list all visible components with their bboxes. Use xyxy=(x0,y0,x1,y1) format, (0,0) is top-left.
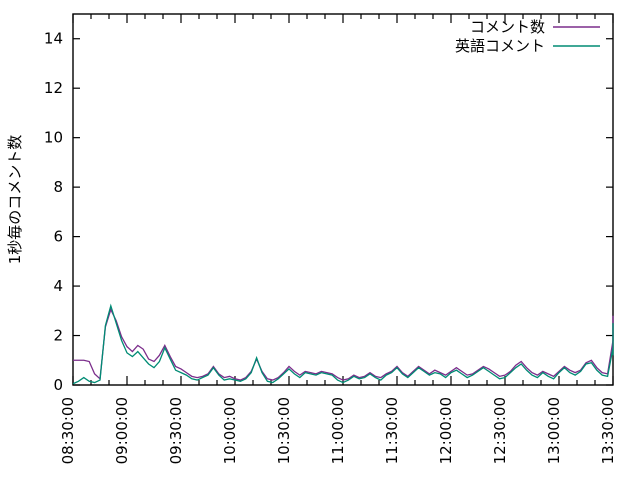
y-tick-label: 8 xyxy=(53,178,63,196)
x-tick-label: 11:30:00 xyxy=(383,397,401,464)
y-tick-label: 0 xyxy=(53,376,63,394)
x-tick-label: 10:30:00 xyxy=(275,397,293,464)
x-tick-label: 08:30:00 xyxy=(59,397,77,464)
y-tick-label: 10 xyxy=(44,129,63,147)
x-tick-label: 12:00:00 xyxy=(437,397,455,464)
y-tick-label: 12 xyxy=(44,79,63,97)
legend-label-1: コメント数 xyxy=(470,18,545,36)
x-tick-label: 09:30:00 xyxy=(167,397,185,464)
series-line-1 xyxy=(73,307,614,381)
y-tick-label: 2 xyxy=(53,327,63,345)
series-line-2 xyxy=(72,303,614,385)
x-tick-label: 12:30:00 xyxy=(491,397,509,464)
x-tick-label: 10:00:00 xyxy=(221,397,239,464)
x-tick-label: 13:30:00 xyxy=(599,397,617,464)
y-tick-label: 14 xyxy=(44,30,63,48)
x-tick-label: 11:00:00 xyxy=(329,397,347,464)
y-tick-label: 6 xyxy=(53,228,63,246)
x-tick-label: 13:00:00 xyxy=(545,397,563,464)
y-tick-label: 4 xyxy=(53,277,63,295)
y-axis-title: 1秒毎のコメント数 xyxy=(6,135,24,265)
x-tick-label: 09:00:00 xyxy=(113,397,131,464)
plot-frame xyxy=(72,13,614,386)
legend-label-2: 英語コメント xyxy=(455,37,545,55)
